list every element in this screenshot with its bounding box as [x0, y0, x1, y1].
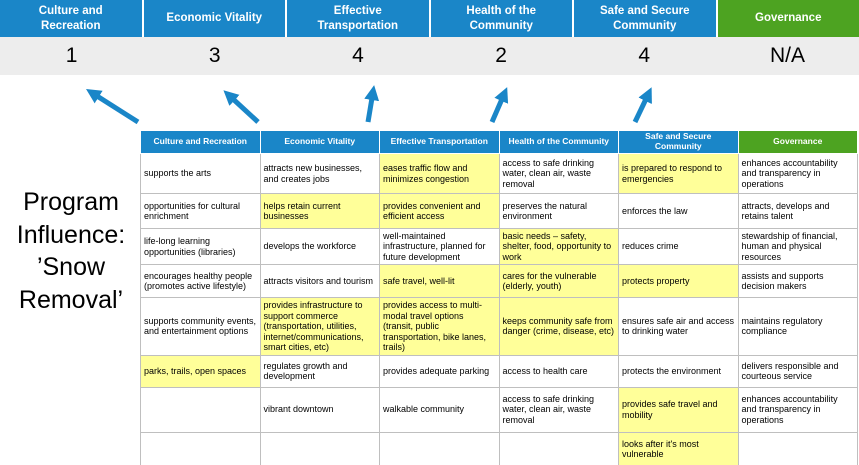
matrix-row-1: supports the arts attracts new businesses… [140, 153, 858, 194]
matrix-cell-r7-c2: vibrant downtown [259, 386, 380, 433]
matrix-cell-r5-c1: supports community events, and entertain… [140, 297, 261, 356]
program-title-line-1: Program [23, 188, 119, 216]
matrix-col-header-0: Culture and Recreation [140, 130, 261, 154]
matrix-cell-r2-c2: helps retain current businesses [259, 193, 380, 229]
matrix-cell-r8-c3 [379, 431, 500, 465]
matrix-cell-r5-c5: ensures safe air and access to drinking … [618, 297, 739, 356]
pillar-header-0: Culture and Recreation [0, 0, 142, 37]
matrix-col-header-3: Health of the Community [498, 130, 619, 154]
matrix-cell-r8-c4 [498, 431, 619, 465]
matrix-row-7: vibrant downtown walkable community access… [140, 386, 858, 433]
influence-arrow-1 [86, 89, 140, 125]
matrix-cell-r6-c4: access to health care [498, 354, 619, 388]
matrix-cell-r8-c2 [259, 431, 380, 465]
program-title-line-3: ’Snow [36, 253, 106, 281]
pillar-score-3: 2 [495, 44, 507, 67]
influence-arrow-4 [489, 87, 509, 123]
score-band: 1 3 4 2 4 N/A [0, 37, 859, 75]
matrix-cell-r5-c2: provides infrastructure to support comme… [259, 297, 380, 356]
influence-arrow-5 [632, 87, 652, 124]
matrix-row-3: life-long learning opportunities (librar… [140, 227, 858, 266]
influence-arrow-2 [223, 90, 260, 124]
matrix-cell-r7-c6: enhances accountability and transparency… [737, 386, 858, 433]
pillar-score-4: 4 [638, 44, 651, 67]
matrix-cell-r3-c4: basic needs – safety, shelter, food, opp… [498, 227, 619, 266]
matrix-cell-r3-c2: develops the workforce [259, 227, 380, 266]
matrix-cell-r6-c1: parks, trails, open spaces [140, 354, 261, 388]
matrix-cell-r7-c1 [140, 386, 261, 433]
matrix-cell-r8-c5: looks after it's most vulnerable [618, 431, 739, 465]
pillar-header-4: Safe and Secure Community [574, 0, 716, 37]
matrix-cell-r2-c5: enforces the law [618, 193, 739, 229]
matrix-cell-r2-c4: preserves the natural environment [498, 193, 619, 229]
matrix-cell-r5-c3: provides access to multi-modal travel op… [379, 297, 500, 356]
matrix-cell-r8-c1 [140, 431, 261, 465]
matrix-cell-r7-c3: walkable community [379, 386, 500, 433]
matrix-cell-r3-c3: well-maintained infrastructure, planned … [379, 227, 500, 266]
pillar-band: Culture and Recreation Economic Vitality E… [0, 0, 859, 37]
program-influence-title: Program Influence: ’Snow Removal’ [2, 186, 140, 316]
matrix-cell-r1-c3: eases traffic flow and minimizes congest… [379, 153, 500, 194]
pillar-header-1: Economic Vitality [143, 0, 285, 37]
matrix-col-header-2: Effective Transportation [379, 130, 500, 154]
matrix-cell-r4-c2: attracts visitors and tourism [259, 264, 380, 299]
matrix-cell-r2-c1: opportunities for cultural enrichment [140, 193, 261, 229]
matrix-cell-r5-c4: keeps community safe from danger (crime,… [498, 297, 619, 356]
matrix-cell-r1-c1: supports the arts [140, 153, 261, 194]
pillar-score-1: 3 [208, 44, 221, 67]
matrix-cell-r4-c5: protects property [618, 264, 739, 299]
matrix-cell-r3-c5: reduces crime [618, 227, 739, 266]
matrix-cell-r5-c6: maintains regulatory compliance [737, 297, 858, 356]
matrix-cell-r4-c4: cares for the vulnerable (elderly, youth… [498, 264, 619, 299]
matrix-cell-r6-c3: provides adequate parking [379, 354, 500, 388]
matrix-cell-r2-c3: provides convenient and efficient access [379, 193, 500, 229]
matrix-cell-r2-c6: attracts, develops and retains talent [737, 193, 858, 229]
pillar-score-2: 4 [352, 44, 364, 67]
pillar-score-5: N/A [769, 44, 805, 67]
matrix-row-6: parks, trails, open spaces regulates grow… [140, 354, 858, 388]
influence-arrow-3 [364, 85, 380, 123]
matrix-cell-r4-c6: assists and supports decision makers [737, 264, 858, 299]
program-title-line-4: Removal’ [18, 285, 124, 314]
pillar-header-5: Governance [717, 0, 859, 37]
matrix-cell-r3-c6: stewardship of financial, human and phys… [737, 227, 858, 266]
matrix-col-header-1: Economic Vitality [259, 130, 380, 154]
matrix-body: supports the arts attracts new businesses… [140, 153, 858, 465]
pillar-header-3: Health of the Community [430, 0, 572, 37]
matrix-cell-r1-c5: is prepared to respond to emergencies [618, 153, 739, 194]
matrix-header-row: Culture and Recreation Economic Vitality E… [140, 130, 858, 154]
matrix-col-header-4: Safe and Secure Community [618, 130, 739, 154]
matrix-row-4: encourages healthy people (promotes acti… [140, 264, 858, 299]
matrix-row-5: supports community events, and entertain… [140, 297, 858, 356]
matrix-cell-r1-c6: enhances accountability and transparency… [737, 153, 858, 194]
matrix-cell-r6-c2: regulates growth and development [259, 354, 380, 388]
matrix-cell-r7-c5: provides safe travel and mobility [618, 386, 739, 433]
pillar-header-2: Effective Transportation [287, 0, 429, 37]
matrix-cell-r3-c1: life-long learning opportunities (librar… [140, 227, 261, 266]
matrix-cell-r1-c4: access to safe drinking water, clean air… [498, 153, 619, 194]
matrix-col-header-5: Governance [737, 130, 858, 154]
matrix-row-2: opportunities for cultural enrichment hel… [140, 193, 858, 229]
matrix-cell-r6-c6: delivers responsible and courteous servi… [737, 354, 858, 388]
matrix-row-8: looks after it's most vulnerable [140, 431, 858, 465]
matrix-cell-r7-c4: access to safe drinking water, clean air… [498, 386, 619, 433]
influence-matrix: Culture and Recreation Economic Vitality E… [140, 130, 858, 465]
matrix-cell-r4-c3: safe travel, well-lit [379, 264, 500, 299]
matrix-cell-r4-c1: encourages healthy people (promotes acti… [140, 264, 261, 299]
matrix-cell-r6-c5: protects the environment [618, 354, 739, 388]
pillar-score-0: 1 [65, 44, 78, 67]
program-title-line-2: Influence: [16, 220, 126, 249]
matrix-cell-r8-c6 [737, 431, 858, 465]
matrix-cell-r1-c2: attracts new businesses, and creates job… [259, 153, 380, 194]
